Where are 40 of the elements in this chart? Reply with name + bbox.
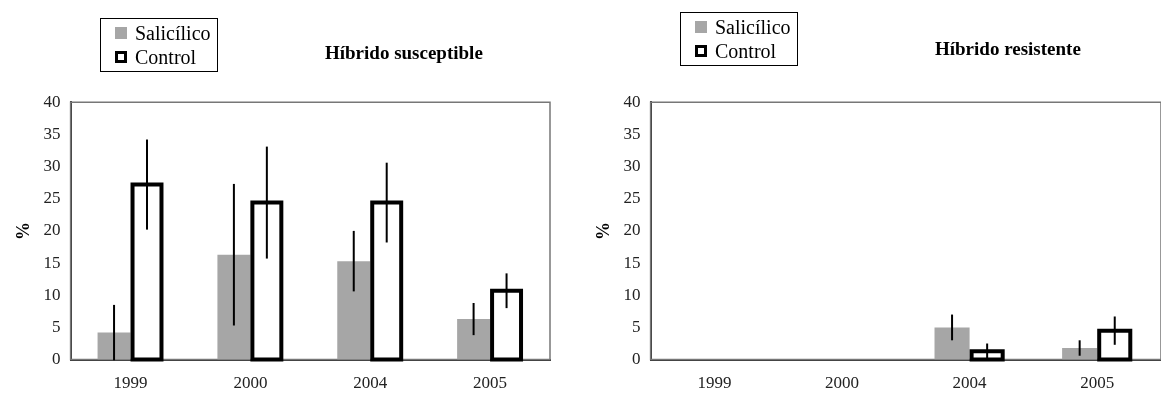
y-tick-label: 40 bbox=[623, 91, 641, 111]
y-tick-label: 30 bbox=[43, 156, 61, 176]
x-tick-label: 1999 bbox=[113, 373, 148, 393]
chart-title: Híbrido resistente bbox=[935, 38, 1081, 60]
x-tick-label: 2005 bbox=[473, 373, 508, 393]
bar bbox=[934, 327, 970, 360]
legend-label: Control bbox=[715, 39, 777, 63]
legend-label: Control bbox=[135, 45, 197, 69]
x-tick-label: 2000 bbox=[233, 373, 268, 393]
y-tick-label: 15 bbox=[623, 252, 641, 272]
x-tick-label: 2004 bbox=[952, 373, 988, 393]
y-tick-label: 20 bbox=[623, 220, 641, 240]
y-tick-label: 25 bbox=[43, 188, 61, 208]
y-tick-label: 0 bbox=[632, 349, 641, 369]
bar bbox=[97, 332, 131, 360]
bar bbox=[457, 319, 491, 360]
y-tick-label: 35 bbox=[43, 123, 61, 143]
legend-label: Salicílico bbox=[715, 15, 791, 39]
y-axis-title: % bbox=[13, 221, 34, 240]
y-tick-label: 40 bbox=[43, 91, 61, 111]
y-tick-label: 5 bbox=[632, 316, 641, 336]
y-tick-label: 0 bbox=[52, 349, 61, 369]
legend-label: Salicílico bbox=[135, 21, 211, 45]
x-tick-label: 2000 bbox=[825, 373, 859, 393]
y-tick-label: 35 bbox=[623, 123, 641, 143]
y-tick-label: 10 bbox=[623, 284, 641, 304]
x-tick-label: 1999 bbox=[697, 373, 732, 393]
x-tick-label: 2004 bbox=[353, 373, 388, 393]
y-tick-label: 5 bbox=[52, 316, 61, 336]
bar bbox=[337, 261, 371, 360]
chart-title: Híbrido susceptible bbox=[325, 42, 483, 64]
y-tick-label: 15 bbox=[43, 252, 61, 272]
bar bbox=[217, 254, 251, 360]
bar bbox=[1062, 348, 1098, 360]
y-tick-label: 10 bbox=[43, 284, 61, 304]
y-tick-label: 25 bbox=[623, 188, 641, 208]
x-tick-label: 2005 bbox=[1080, 373, 1115, 393]
y-axis-title: % bbox=[593, 221, 614, 240]
y-tick-label: 20 bbox=[43, 220, 61, 240]
y-tick-label: 30 bbox=[623, 156, 641, 176]
